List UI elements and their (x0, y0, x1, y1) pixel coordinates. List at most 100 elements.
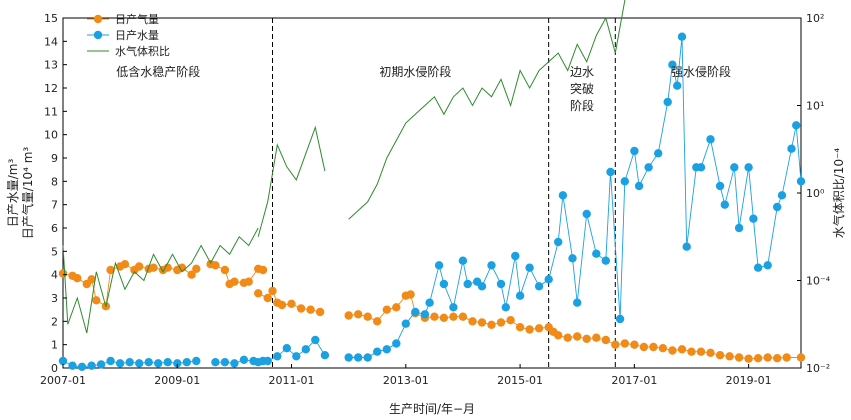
data-point (420, 310, 430, 319)
data-point (192, 356, 201, 366)
data-point (244, 277, 253, 286)
stage-label: 阶段 (570, 98, 594, 113)
data-point (734, 223, 744, 233)
data-point (463, 279, 472, 289)
data-point (696, 163, 706, 172)
data-point (753, 263, 763, 272)
data-point (796, 177, 806, 186)
legend-water-label: 日产水量 (115, 28, 159, 42)
left-tick-label: 7 (51, 199, 58, 212)
data-point (554, 331, 563, 340)
data-point (354, 310, 363, 319)
stage-dividers (271, 18, 616, 368)
left-tick-label: 14 (44, 35, 58, 48)
data-point (582, 334, 591, 343)
data-point (344, 353, 353, 362)
data-point (277, 300, 287, 310)
data-point (287, 299, 296, 308)
data-point (230, 359, 239, 368)
data-point (301, 345, 310, 354)
data-point (120, 260, 130, 269)
data-point (744, 163, 753, 172)
data-point (392, 339, 401, 348)
right-tick-label: 10¹ (806, 100, 824, 113)
data-point (230, 277, 239, 286)
data-point (87, 275, 96, 284)
data-point (592, 333, 601, 342)
data-point (239, 355, 249, 364)
data-point (715, 351, 725, 360)
x-tick-label: 2009-01 (154, 374, 200, 387)
data-point (73, 274, 82, 283)
data-point (211, 358, 220, 367)
data-point (611, 340, 620, 349)
data-point (606, 167, 615, 177)
left-tick-label: 1 (51, 339, 58, 352)
data-point (558, 191, 568, 200)
left-tick-label: 3 (51, 292, 58, 305)
data-point (254, 358, 263, 367)
data-point (373, 317, 382, 326)
data-point (430, 312, 439, 321)
left-tick-label: 12 (44, 82, 58, 95)
left-tick-label: 6 (51, 222, 58, 235)
left-axis-label-water: 日产水量/m³ (6, 159, 20, 228)
x-tick-label: 2019-01 (726, 374, 772, 387)
legend-water-marker (93, 30, 103, 40)
data-point (706, 135, 715, 144)
left-tick-label: 13 (44, 59, 58, 72)
data-point (477, 282, 487, 291)
data-point (630, 340, 639, 349)
data-point (496, 279, 506, 289)
data-point (563, 333, 572, 342)
left-tick-label: 0 (51, 362, 58, 375)
data-point (644, 163, 653, 172)
data-point (763, 261, 772, 270)
series-line (257, 125, 326, 237)
data-point (730, 163, 739, 172)
left-tick-label: 8 (51, 175, 58, 188)
data-point (534, 324, 544, 333)
data-point (282, 344, 291, 353)
left-tick-label: 15 (44, 12, 58, 25)
data-point (487, 320, 496, 329)
data-point (515, 291, 525, 300)
data-point (411, 307, 420, 317)
data-point (296, 304, 306, 313)
data-point (763, 353, 772, 362)
data-point (306, 305, 315, 314)
x-axis-label: 生产时间/年−月 (389, 402, 475, 416)
left-tick-label: 11 (44, 105, 58, 118)
data-point (173, 359, 182, 368)
water-series (58, 32, 806, 371)
data-point (363, 312, 372, 321)
data-point (177, 263, 187, 272)
data-point (668, 346, 677, 355)
data-point (406, 290, 415, 299)
data-point (630, 146, 639, 156)
data-point (392, 303, 401, 312)
data-point (477, 318, 487, 327)
data-point (673, 81, 682, 90)
data-point (501, 303, 510, 312)
x-axis: 2007-01 2009-01 2011-01 2013-01 2015-01 2017-… (40, 364, 772, 387)
data-point (620, 339, 629, 348)
data-point (254, 289, 263, 298)
data-point (449, 303, 458, 312)
data-point (439, 279, 449, 289)
data-point (458, 312, 468, 321)
stage-label: 边水 (570, 65, 594, 79)
data-point (744, 354, 753, 363)
data-point (792, 121, 801, 130)
data-point (96, 360, 106, 369)
legend-gas-marker (93, 14, 103, 24)
data-point (725, 352, 734, 361)
data-point (425, 298, 434, 307)
right-axis: 10⁻² 10⁻⁴ 10⁰ 10¹ 10² (797, 12, 831, 375)
data-point (187, 270, 196, 279)
legend: 日产气量 日产水量 水气体积比 (87, 12, 170, 58)
legend-ratio-label: 水气体积比 (115, 44, 170, 58)
series-line (348, 36, 802, 358)
data-point (525, 263, 534, 272)
